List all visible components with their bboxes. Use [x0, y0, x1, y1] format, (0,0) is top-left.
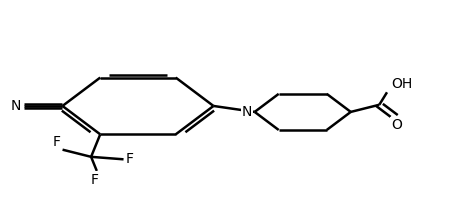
Text: O: O — [391, 118, 402, 132]
Text: N: N — [242, 105, 252, 119]
Text: OH: OH — [392, 77, 413, 91]
Text: F: F — [52, 135, 60, 149]
Text: F: F — [126, 152, 134, 166]
Text: N: N — [11, 99, 21, 113]
Text: F: F — [90, 173, 99, 187]
